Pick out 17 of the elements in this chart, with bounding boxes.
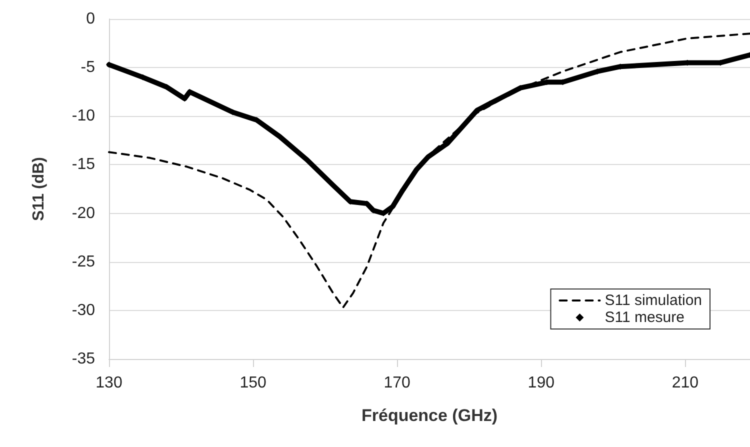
y-tick-label: -5 <box>80 59 96 76</box>
legend-label: S11 simulation <box>604 292 702 309</box>
y-tick-label: -15 <box>72 156 96 174</box>
y-tick-label: -35 <box>72 350 96 368</box>
y-tick-label: 0 <box>86 10 96 28</box>
y-tick-label: -20 <box>72 204 96 222</box>
x-axis-title: Fréquence (GHz) <box>361 406 498 425</box>
y-tick-label: -25 <box>72 253 96 270</box>
y-tick-label: -30 <box>72 302 96 319</box>
x-tick-label: 150 <box>240 374 266 392</box>
y-tick-label: -10 <box>72 108 96 125</box>
legend-label: S11 mesure <box>604 309 684 326</box>
x-tick-label: 190 <box>528 374 555 392</box>
x-tick-label: 170 <box>384 374 411 392</box>
x-tick-label: 210 <box>672 374 699 392</box>
x-tick-label: 130 <box>96 374 122 392</box>
y-axis-title: S11 (dB) <box>30 156 48 222</box>
